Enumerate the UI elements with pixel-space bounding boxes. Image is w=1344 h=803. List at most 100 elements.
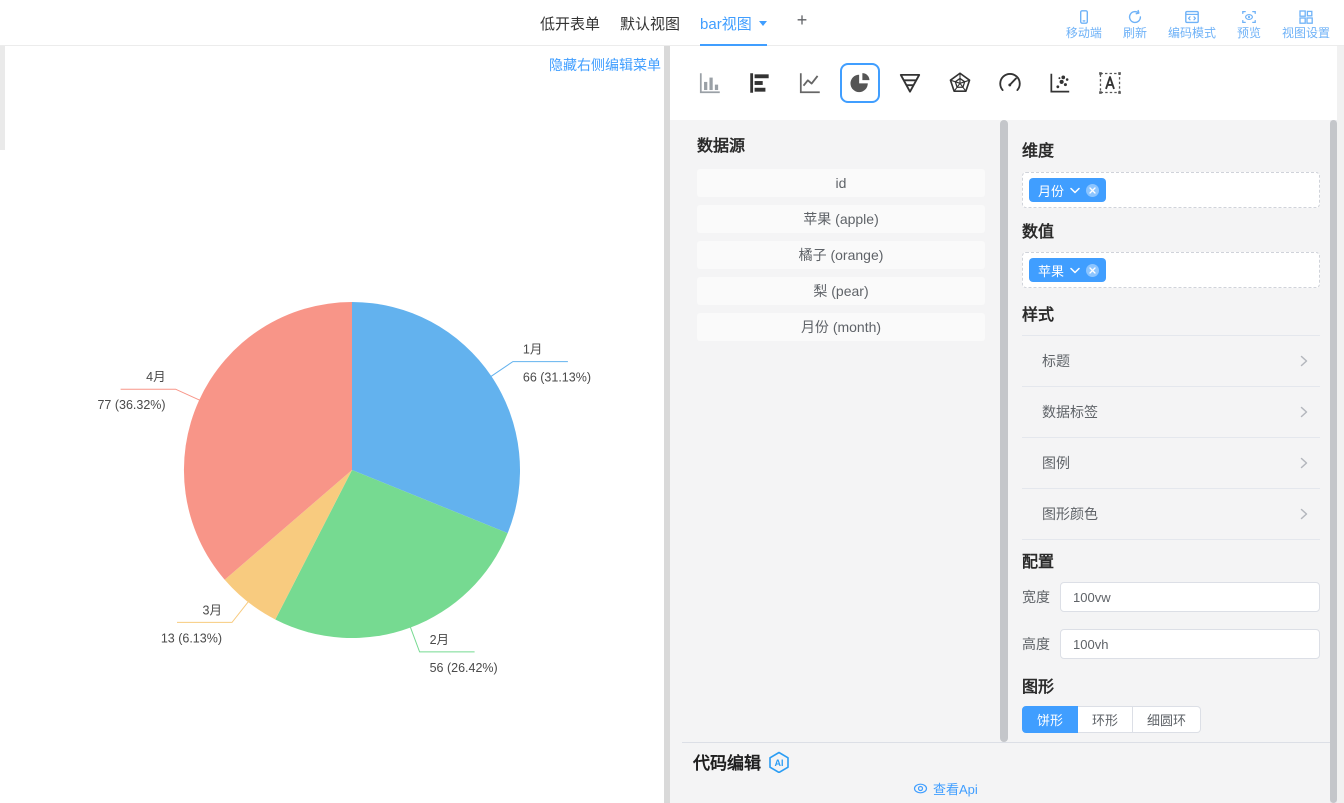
view-tabs: 低开表单 默认视图 bar视图 +	[540, 0, 813, 46]
chevron-right-icon	[1300, 355, 1308, 367]
datasource-field[interactable]: id	[697, 169, 985, 197]
ai-badge-icon[interactable]: AI	[767, 751, 791, 773]
datasource-field[interactable]: 月份 (month)	[697, 313, 985, 341]
style-item-label: 图例	[1042, 455, 1070, 471]
svg-text:AI: AI	[775, 758, 784, 768]
chart-type-gauge[interactable]	[990, 63, 1030, 103]
style-item-colors[interactable]: 图形颜色	[1022, 489, 1320, 540]
shape-title: 图形	[1022, 679, 1055, 696]
datasource-field[interactable]: 苹果 (apple)	[697, 205, 985, 233]
datasource-title: 数据源	[697, 138, 746, 155]
width-label: 宽度	[1022, 589, 1050, 605]
datasource-field[interactable]: 梨 (pear)	[697, 277, 985, 305]
chart-type-line[interactable]	[790, 63, 830, 103]
view-api-label: 查看Api	[933, 782, 978, 797]
add-view-button[interactable]: +	[796, 9, 808, 30]
chart-type-hbar[interactable]	[740, 63, 780, 103]
chevron-right-icon	[1300, 406, 1308, 418]
dimension-tag[interactable]: 月份	[1029, 178, 1107, 202]
code-edit-section: 代码编辑 AI	[693, 749, 791, 774]
chart-type-text[interactable]	[1090, 63, 1130, 103]
shape-option-ring[interactable]: 环形	[1078, 706, 1134, 733]
pie-label-name: 1月	[523, 343, 542, 357]
datasource-panel: 数据源 id 苹果 (apple) 橘子 (orange) 梨 (pear) 月…	[670, 120, 1000, 742]
pie-chart[interactable]: 1月 66 (31.13%) 2月 56 (26.42%) 3月 13 (6.13%) 4月…	[5, 46, 664, 803]
style-list: 标题 数据标签 图例 图形颜色	[1022, 335, 1320, 540]
canvas-editor-divider	[664, 46, 670, 803]
mobile-button[interactable]: 移动端	[1066, 9, 1102, 40]
tab-label: 低开表单	[540, 15, 601, 33]
refresh-icon	[1128, 9, 1142, 23]
style-item-data-labels[interactable]: 数据标签	[1022, 387, 1320, 438]
chart-canvas: 隐藏右侧编辑菜单 1月 66 (31.13%) 2月 56 (26.42%) 3月 13 …	[5, 46, 664, 803]
style-item-label: 标题	[1042, 353, 1070, 369]
chart-type-scatter[interactable]	[1040, 63, 1080, 103]
pie-label-line	[409, 625, 475, 653]
mobile-icon	[1079, 9, 1088, 24]
config-title: 配置	[1022, 554, 1055, 571]
shape-button-group: 饼形 环形 细圆环	[1022, 706, 1320, 733]
view-settings-button[interactable]: 视图设置	[1282, 9, 1330, 40]
scrollbar-thumb[interactable]	[1000, 120, 1008, 742]
text-chart-icon	[1099, 72, 1121, 94]
datasource-field[interactable]: 橘子 (orange)	[697, 241, 985, 269]
action-label: 移动端	[1065, 25, 1102, 40]
topbar: 低开表单 默认视图 bar视图 + 移动端	[0, 0, 1344, 46]
action-label: 视图设置	[1281, 25, 1330, 40]
radar-chart-icon	[949, 72, 971, 93]
width-config-row: 宽度	[1022, 582, 1320, 612]
style-item-label: 数据标签	[1042, 404, 1098, 420]
editor-panel: 数据源 id 苹果 (apple) 橘子 (orange) 梨 (pear) 月…	[670, 46, 1344, 803]
chart-type-bar[interactable]	[690, 63, 730, 103]
hide-editor-link[interactable]: 隐藏右侧编辑菜单	[549, 57, 661, 73]
style-item-title[interactable]: 标题	[1022, 336, 1320, 387]
footer-divider	[682, 742, 1330, 743]
style-title: 样式	[1022, 307, 1055, 324]
style-item-legend[interactable]: 图例	[1022, 438, 1320, 489]
height-input[interactable]	[1060, 629, 1320, 659]
view-api-link[interactable]: 查看Api	[913, 779, 978, 798]
height-config-row: 高度	[1022, 629, 1320, 659]
measure-dropzone[interactable]: 苹果	[1022, 252, 1320, 288]
inspector-panel: 维度 月份 数值 苹果	[1008, 120, 1330, 803]
chevron-down-icon[interactable]	[1070, 187, 1080, 194]
tag-close-icon[interactable]	[1086, 183, 1100, 197]
inspector-scrollbar	[1330, 120, 1337, 803]
pie-slice-1月[interactable]	[352, 302, 521, 534]
chevron-right-icon	[1300, 457, 1308, 469]
datasource-fields: id 苹果 (apple) 橘子 (orange) 梨 (pear) 月份 (m…	[697, 169, 1000, 341]
pie-label-value: 66 (31.13%)	[523, 371, 591, 385]
scrollbar-thumb[interactable]	[1330, 120, 1337, 803]
tab-default-view[interactable]: 默认视图	[620, 0, 680, 46]
chart-type-pie[interactable]	[840, 63, 880, 103]
tag-label: 月份	[1038, 183, 1065, 199]
dimension-dropzone[interactable]: 月份	[1022, 172, 1320, 208]
code-mode-button[interactable]: 编码模式	[1168, 9, 1216, 40]
preview-button[interactable]: 预览	[1237, 9, 1261, 40]
pie-slice-2月[interactable]	[275, 470, 508, 639]
chart-type-radar[interactable]	[940, 63, 980, 103]
pie-slice-3月[interactable]	[224, 470, 352, 620]
horizontal-bar-chart-icon	[750, 73, 769, 93]
pie-label-name: 2月	[430, 633, 449, 647]
chart-type-funnel[interactable]	[890, 63, 930, 103]
topbar-actions: 移动端 刷新 编码模式	[1066, 2, 1330, 46]
code-mode-icon	[1185, 10, 1199, 23]
tab-bar-view[interactable]: bar视图	[700, 0, 767, 46]
shape-option-thin-ring[interactable]: 细圆环	[1133, 706, 1202, 733]
measure-tag[interactable]: 苹果	[1029, 258, 1107, 282]
tag-close-icon[interactable]	[1086, 263, 1100, 277]
style-item-label: 图形颜色	[1042, 506, 1098, 522]
pie-slice-4月[interactable]	[183, 302, 352, 580]
shape-option-pie[interactable]: 饼形	[1022, 706, 1079, 733]
pie-label-value: 13 (6.13%)	[161, 631, 222, 645]
dimension-title: 维度	[1022, 143, 1055, 160]
width-input[interactable]	[1060, 582, 1320, 612]
tab-low-code-form[interactable]: 低开表单	[540, 0, 600, 46]
refresh-button[interactable]: 刷新	[1123, 9, 1147, 40]
chevron-down-icon	[758, 21, 767, 30]
chevron-down-icon[interactable]	[1070, 267, 1080, 274]
funnel-chart-icon	[899, 73, 921, 93]
pie-label-value: 77 (36.32%)	[97, 398, 165, 412]
